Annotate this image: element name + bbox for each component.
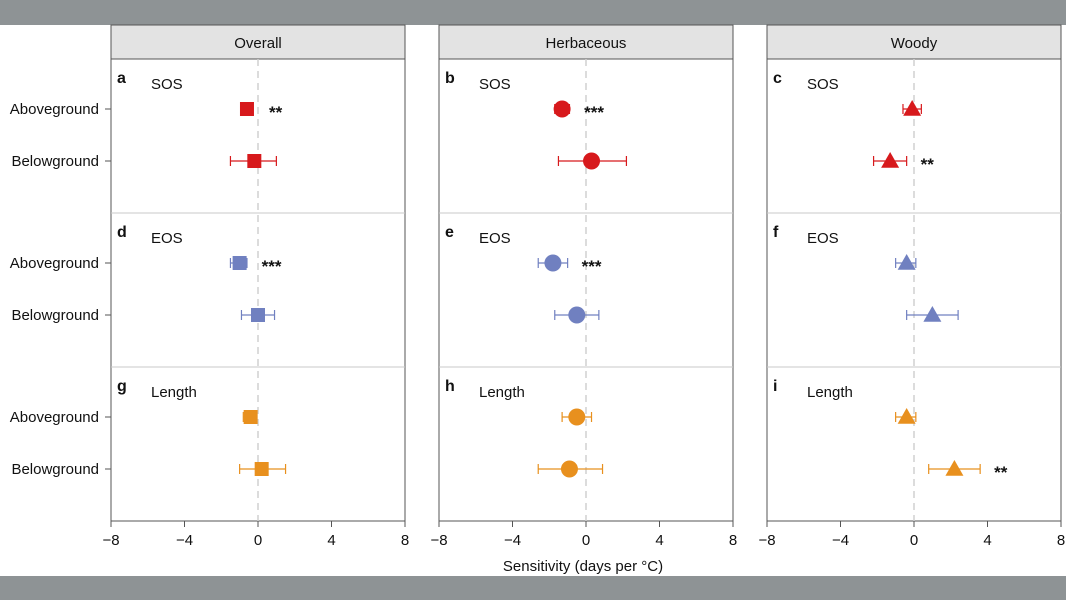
significance-label: *** — [582, 257, 602, 276]
significance-label: ** — [994, 463, 1008, 482]
x-tick-label: 8 — [401, 532, 409, 549]
top-band — [0, 0, 1066, 25]
significance-label: *** — [262, 257, 282, 276]
panel-letter: d — [117, 224, 127, 241]
data-point-square — [247, 154, 262, 168]
facet-header-box — [438, 24, 734, 60]
panel-letter: i — [773, 378, 777, 395]
panel-letter: b — [445, 70, 455, 87]
y-category-label: Aboveground — [10, 101, 99, 118]
facet-header-label: Woody — [891, 35, 938, 52]
significance-label: ** — [269, 103, 283, 122]
panel-variable-label: SOS — [807, 76, 839, 93]
x-tick-label: −8 — [758, 532, 775, 549]
data-point-square — [243, 410, 258, 424]
y-category-label: Aboveground — [10, 409, 99, 426]
data-point-triangle — [897, 408, 916, 424]
data-point-triangle — [881, 152, 900, 168]
x-tick-label: 0 — [254, 532, 262, 549]
x-tick-label: 4 — [983, 532, 991, 549]
facet-header-label: Herbaceous — [546, 35, 627, 52]
data-point-circle — [568, 408, 586, 426]
data-point-square — [254, 462, 269, 476]
data-point-circle — [583, 152, 601, 170]
panel-variable-label: Length — [151, 384, 197, 401]
y-category-label: Belowground — [11, 153, 99, 170]
data-point-circle — [568, 306, 586, 324]
x-tick-label: 4 — [327, 532, 335, 549]
data-point-square — [232, 256, 247, 270]
x-axis-label: Sensitivity (days per °C) — [503, 558, 663, 575]
facet-header-box — [110, 24, 406, 60]
panel-variable-label: EOS — [807, 230, 839, 247]
data-point-circle — [553, 100, 571, 118]
x-tick-label: 0 — [910, 532, 918, 549]
data-point-triangle — [923, 306, 942, 322]
panel-variable-label: Length — [807, 384, 853, 401]
x-tick-label: 8 — [1057, 532, 1065, 549]
x-tick-label: −8 — [102, 532, 119, 549]
facet-header-label: Overall — [234, 35, 282, 52]
panel-variable-label: EOS — [151, 230, 183, 247]
data-point-triangle — [897, 254, 916, 270]
panel-letter: f — [773, 224, 779, 241]
x-tick-label: −4 — [504, 532, 521, 549]
x-tick-label: −4 — [176, 532, 193, 549]
x-tick-label: −4 — [832, 532, 849, 549]
panel-variable-label: EOS — [479, 230, 511, 247]
data-point-square — [251, 308, 265, 322]
data-point-circle — [560, 460, 578, 478]
panel-letter: c — [773, 70, 782, 87]
panel-letter: g — [117, 378, 127, 395]
panel-letter: e — [445, 224, 454, 241]
data-point-circle — [544, 254, 562, 272]
data-point-square — [239, 102, 254, 116]
bottom-band — [0, 576, 1066, 600]
data-point-triangle — [945, 460, 964, 476]
significance-label: *** — [584, 103, 604, 122]
significance-label: ** — [921, 155, 935, 174]
x-tick-label: 4 — [655, 532, 663, 549]
panel-letter: a — [117, 70, 126, 87]
panel-variable-label: SOS — [151, 76, 183, 93]
panel-variable-label: SOS — [479, 76, 511, 93]
facet-header-box — [766, 24, 1062, 60]
data-point-triangle — [903, 100, 922, 116]
panel-variable-label: Length — [479, 384, 525, 401]
y-category-label: Belowground — [11, 461, 99, 478]
x-tick-label: 8 — [729, 532, 737, 549]
panel-letter: h — [445, 378, 455, 395]
y-category-label: Belowground — [11, 307, 99, 324]
x-tick-label: 0 — [582, 532, 590, 549]
x-tick-label: −8 — [430, 532, 447, 549]
y-category-label: Aboveground — [10, 255, 99, 272]
